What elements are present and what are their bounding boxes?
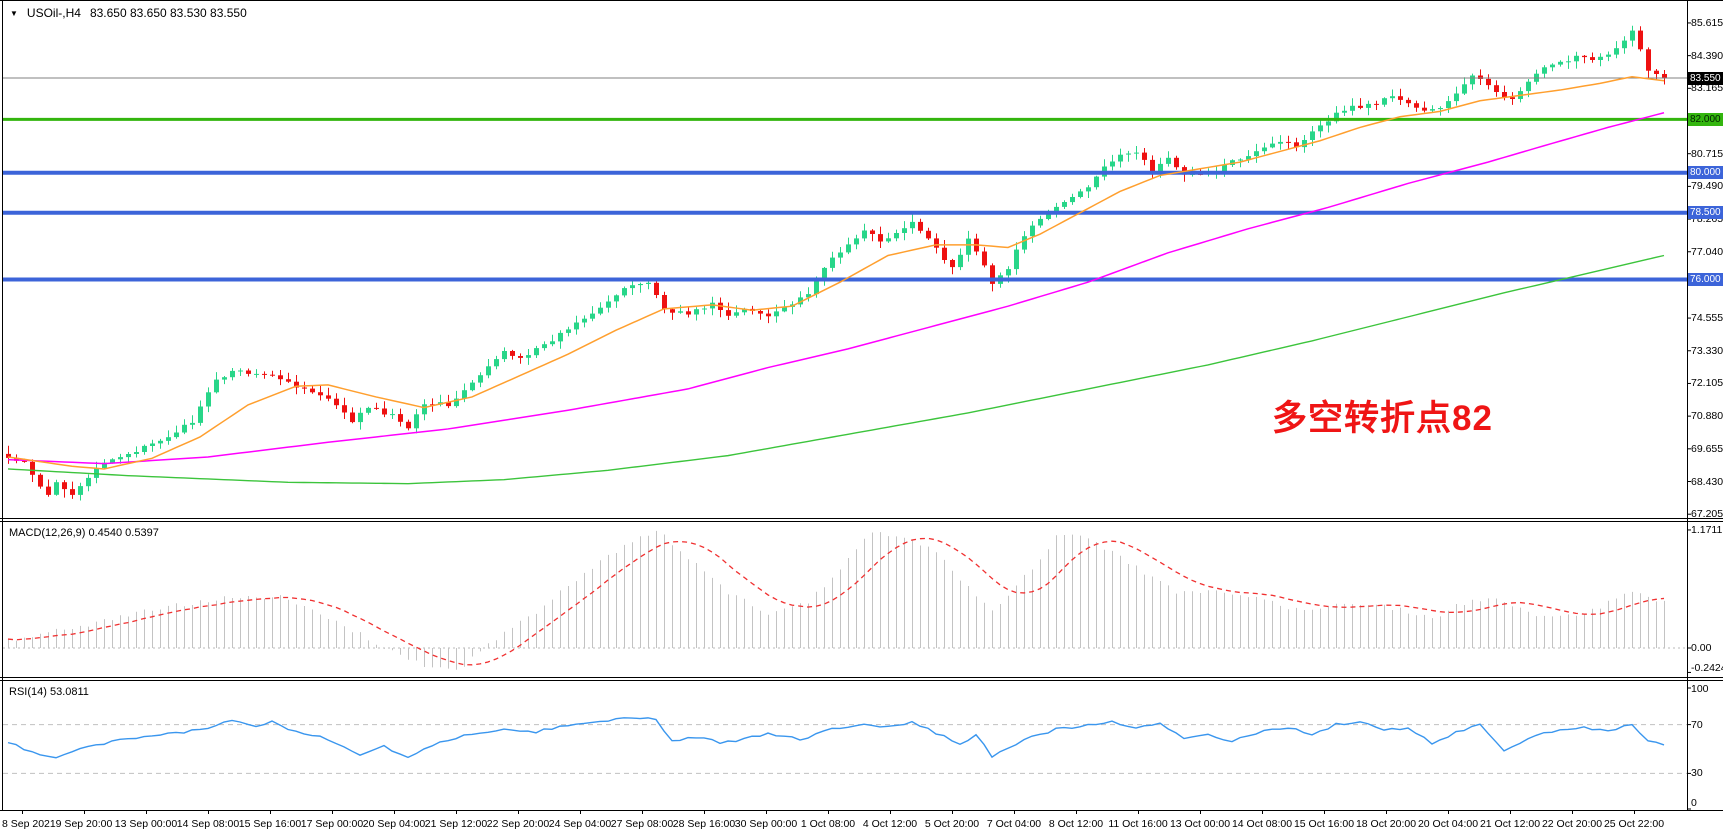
price-axis[interactable] — [1688, 0, 1723, 810]
chart-annotation-text[interactable]: 多空转折点82 — [1272, 399, 1493, 438]
chart-header: ▼ USOil-,H4 83.650 83.650 83.530 83.550 — [10, 6, 247, 20]
rsi-indicator-label: RSI(14) 53.0811 — [9, 686, 89, 698]
symbol-period-label: USOil-,H4 — [26, 6, 81, 20]
ohlc-values: 83.650 83.650 83.530 83.550 — [89, 6, 247, 20]
time-axis[interactable] — [0, 811, 1723, 838]
macd-indicator-label: MACD(12,26,9) 0.4540 0.5397 — [9, 527, 159, 539]
collapse-icon[interactable]: ▼ — [10, 8, 18, 18]
